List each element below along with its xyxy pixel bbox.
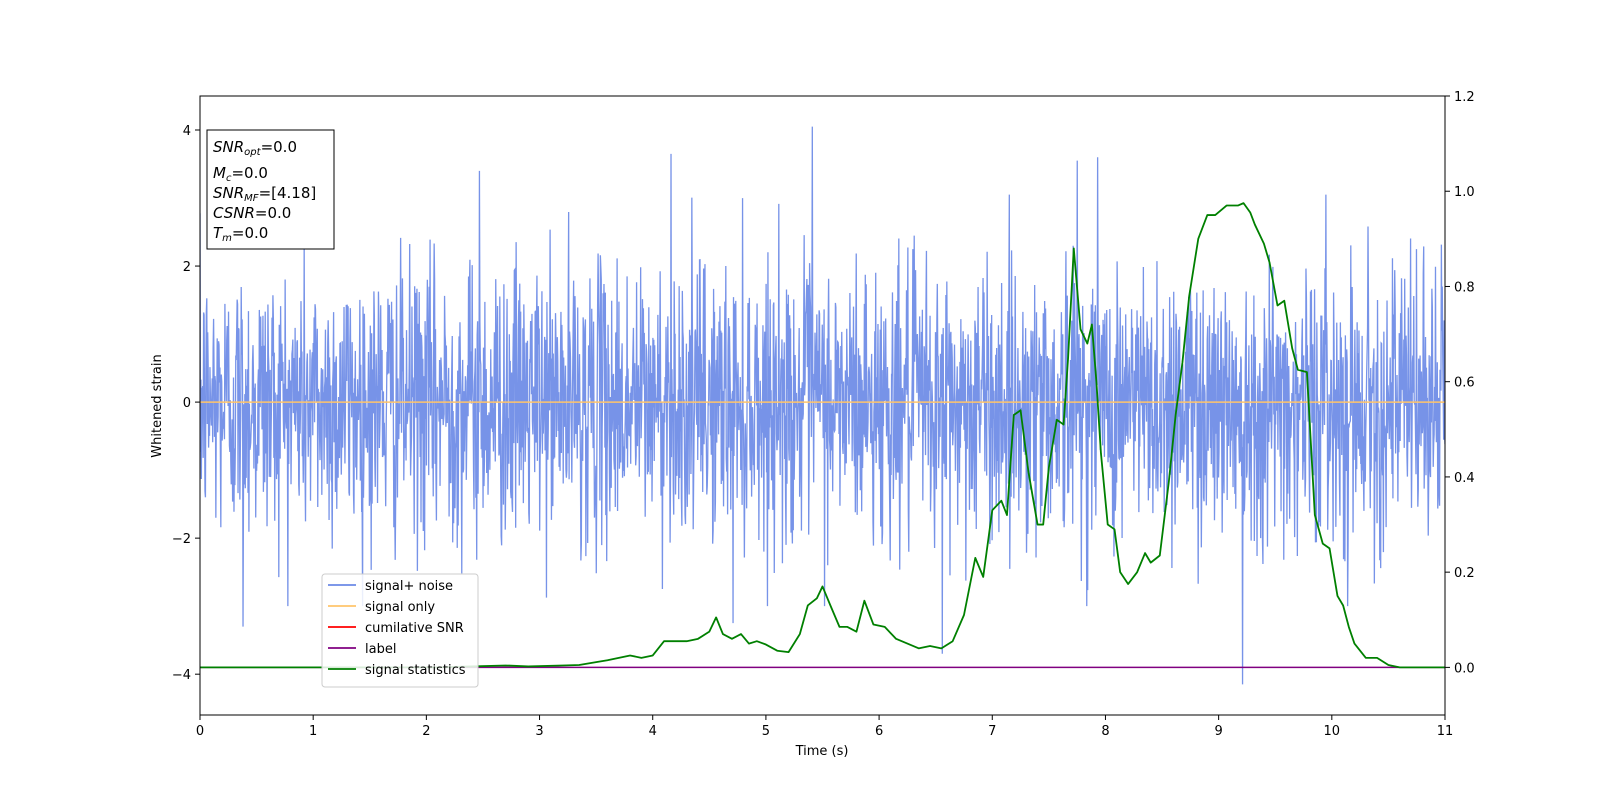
legend-label: signal statistics bbox=[365, 663, 466, 678]
legend-label: cumilative SNR bbox=[365, 621, 464, 636]
x-tick-label: 10 bbox=[1324, 724, 1341, 739]
annotation-line: SNRopt=0.0 bbox=[213, 138, 297, 158]
y-axis-label: Whitened strain bbox=[150, 354, 165, 457]
y-right-tick-label: 1.0 bbox=[1454, 185, 1475, 200]
annotation-box bbox=[206, 129, 335, 250]
x-tick-label: 4 bbox=[649, 724, 657, 739]
plot-frame bbox=[199, 95, 1446, 716]
x-tick-label: 9 bbox=[1214, 724, 1222, 739]
annotation-line: Tm=0.0 bbox=[213, 224, 268, 244]
legend-label: signal only bbox=[365, 600, 435, 615]
legend: signal+ noise signal only cumilative SNR la… bbox=[321, 573, 479, 688]
x-tick-label: 8 bbox=[1101, 724, 1109, 739]
y-tick-label: 0 bbox=[183, 396, 191, 411]
x-tick-label: 0 bbox=[196, 724, 204, 739]
legend-box bbox=[321, 573, 479, 688]
y-tick-label: −4 bbox=[172, 668, 191, 683]
x-tick-label: 6 bbox=[875, 724, 883, 739]
series-signal-statistics-line bbox=[200, 202, 1445, 669]
x-tick-label: 11 bbox=[1437, 724, 1454, 739]
y-right-tick-label: 1.2 bbox=[1454, 90, 1475, 105]
y-right-tick-label: 0.0 bbox=[1454, 661, 1475, 676]
series-signal-noise-line bbox=[200, 126, 1445, 685]
y-right-tick-label: 0.2 bbox=[1454, 566, 1475, 581]
y-right-tick-label: 0.6 bbox=[1454, 376, 1475, 391]
annotation-line: SNRMF=[4.18] bbox=[213, 184, 316, 204]
y-tick-label: 4 bbox=[183, 124, 191, 139]
legend-label: label bbox=[365, 642, 396, 657]
annotation-line: Mc=0.0 bbox=[213, 164, 268, 184]
y-tick-label: 2 bbox=[183, 260, 191, 275]
x-tick-label: 7 bbox=[988, 724, 996, 739]
y-axis-right: 0.0 0.2 0.4 0.6 0.8 1.0 1.2 bbox=[1445, 90, 1475, 676]
x-axis: 0 1 2 3 4 5 6 7 8 9 10 11 bbox=[196, 715, 1453, 739]
y-axis-left: −4 −2 0 2 4 bbox=[172, 124, 200, 683]
x-tick-label: 5 bbox=[762, 724, 770, 739]
x-axis-label: Time (s) bbox=[795, 744, 849, 759]
y-right-tick-label: 0.4 bbox=[1454, 471, 1475, 486]
legend-label: signal+ noise bbox=[365, 579, 453, 594]
y-right-tick-label: 0.8 bbox=[1454, 280, 1475, 295]
y-tick-label: −2 bbox=[172, 532, 191, 547]
annotation-line: CSNR=0.0 bbox=[213, 204, 291, 222]
x-tick-label: 2 bbox=[422, 724, 430, 739]
x-tick-label: 3 bbox=[535, 724, 543, 739]
x-tick-label: 1 bbox=[309, 724, 317, 739]
